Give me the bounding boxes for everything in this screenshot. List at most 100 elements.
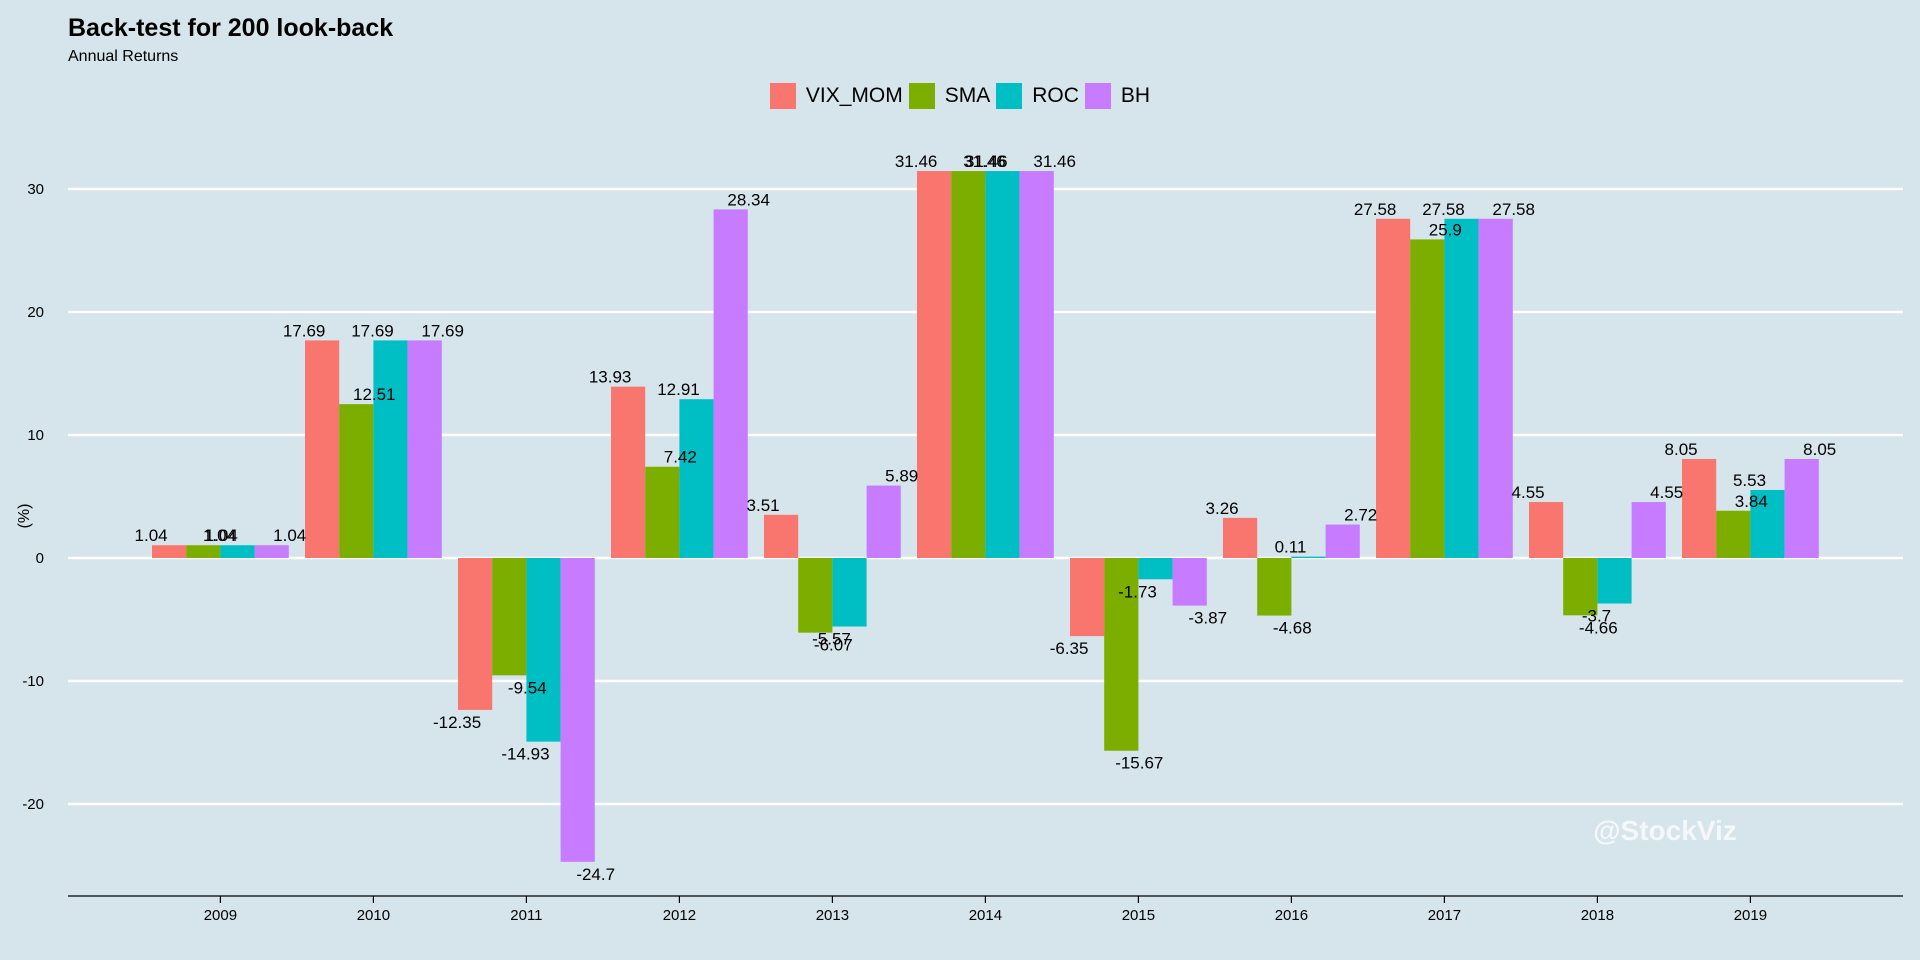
bar (764, 514, 799, 558)
data-label: -5.57 (812, 630, 851, 649)
bar (407, 340, 442, 558)
data-label: 2.72 (1344, 506, 1377, 525)
bar (1478, 218, 1513, 559)
x-tick-label: 2015 (1122, 907, 1155, 924)
bar (951, 171, 986, 559)
data-label: 5.89 (885, 467, 918, 486)
data-label: 4.55 (1512, 483, 1545, 502)
bar (1104, 558, 1139, 751)
bar (186, 545, 221, 558)
y-tick-label: 30 (27, 181, 44, 198)
data-label: -4.68 (1273, 619, 1312, 638)
y-axis-label: (%) (16, 504, 33, 529)
bar (1138, 558, 1173, 580)
x-tick-label: 2016 (1275, 907, 1308, 924)
legend-item: SMA (908, 83, 991, 109)
chart-legend: VIX_MOM SMA ROC BH (0, 83, 1920, 109)
x-tick-label: 2018 (1581, 907, 1614, 924)
data-label: 1.04 (135, 526, 168, 545)
bar (798, 558, 833, 633)
data-label: 12.51 (353, 385, 396, 404)
watermark: @StockViz (1593, 815, 1737, 846)
legend-label: ROC (1032, 84, 1079, 107)
bar (1410, 239, 1445, 558)
data-label: 1.04 (273, 526, 306, 545)
bar (679, 399, 714, 558)
bar (1597, 558, 1632, 604)
bar (985, 171, 1020, 559)
data-label: 8.05 (1665, 440, 1698, 459)
chart-title: Back-test for 200 look-back (68, 14, 394, 42)
bar (526, 558, 561, 742)
legend-label: VIX_MOM (805, 84, 903, 107)
bar (1223, 517, 1258, 558)
bar (1682, 458, 1717, 558)
data-label: 7.42 (664, 448, 697, 467)
bar (1631, 502, 1666, 558)
data-label: -3.87 (1188, 609, 1227, 628)
data-label: 31.46 (965, 152, 1008, 171)
bar (1784, 458, 1819, 558)
bar (1257, 558, 1292, 616)
data-label: 1.04 (203, 526, 236, 545)
bar (866, 485, 901, 558)
bar (373, 340, 408, 558)
bar (611, 386, 646, 558)
data-label: 3.51 (747, 496, 780, 515)
bar (339, 404, 374, 558)
x-tick-label: 2017 (1428, 907, 1461, 924)
x-tick-label: 2011 (510, 907, 542, 924)
bar (1291, 556, 1326, 558)
bar (832, 558, 867, 627)
bar (713, 209, 748, 558)
bar (1325, 524, 1360, 558)
legend-key (769, 83, 796, 109)
data-label: 17.69 (421, 321, 464, 340)
data-label: 3.84 (1735, 492, 1768, 511)
bar (560, 558, 595, 862)
data-label: 3.26 (1206, 499, 1239, 518)
data-label: -24.7 (576, 865, 615, 884)
data-label: 31.46 (963, 152, 1006, 171)
legend-label: BH (1120, 84, 1151, 107)
data-label: 8.05 (1803, 440, 1836, 459)
y-tick-label: -20 (22, 796, 44, 813)
legend-item: VIX_MOM (769, 83, 903, 109)
bar (1716, 510, 1751, 558)
data-label: -15.67 (1115, 754, 1163, 773)
y-tick-label: -10 (22, 673, 44, 690)
x-tick-label: 2012 (663, 907, 696, 924)
y-tick-label: 10 (27, 427, 44, 444)
data-label: -12.35 (433, 713, 481, 732)
x-tick-label: 2019 (1734, 907, 1767, 924)
data-label: 4.55 (1650, 483, 1683, 502)
data-label: 25.9 (1429, 220, 1462, 239)
x-tick-label: 2010 (357, 907, 390, 924)
data-label: 27.58 (1492, 200, 1535, 219)
data-label: 27.58 (1354, 200, 1397, 219)
data-label: 13.93 (589, 368, 632, 387)
data-label: -9.54 (508, 678, 547, 697)
bar (1750, 489, 1785, 558)
legend-item: BH (1084, 83, 1151, 109)
chart-subtitle: Annual Returns (68, 48, 179, 65)
bar (1070, 558, 1105, 637)
bar (1444, 218, 1479, 559)
data-label: 0.11 (1275, 538, 1307, 557)
data-label: 31.46 (1033, 152, 1076, 171)
y-tick-label: 20 (27, 304, 44, 321)
legend-key (996, 83, 1023, 109)
data-label: 28.34 (727, 190, 770, 209)
data-label: 17.69 (283, 321, 326, 340)
bar (1376, 218, 1411, 559)
bar (917, 171, 952, 559)
data-label: -6.35 (1050, 639, 1089, 658)
bar (152, 545, 187, 558)
legend-label: SMA (944, 84, 991, 107)
bar (492, 558, 527, 676)
legend-key (1084, 83, 1111, 109)
data-label: -1.73 (1118, 582, 1157, 601)
data-label: 27.58 (1422, 200, 1465, 219)
x-tick-label: 2014 (969, 907, 1002, 924)
